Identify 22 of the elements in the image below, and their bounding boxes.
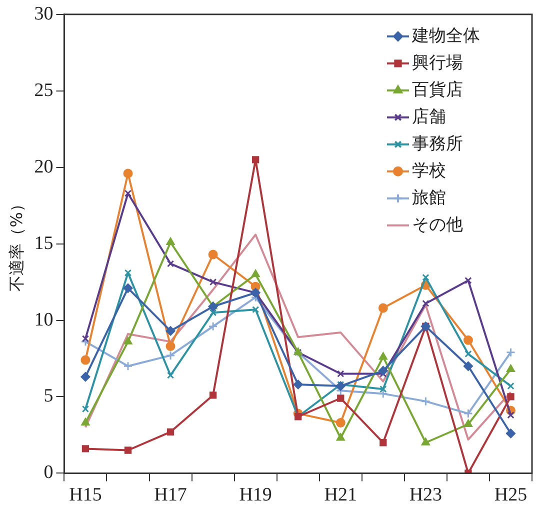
y-axis-title: 不適率（%） (6, 196, 26, 292)
y-tick-label: 0 (44, 462, 54, 484)
x-tick-label: H21 (324, 484, 357, 506)
y-tick-label: 20 (34, 156, 54, 178)
legend-label: 事務所 (412, 134, 463, 154)
x-tick-label: H17 (154, 484, 187, 506)
legend-label: 旅館 (412, 188, 446, 208)
y-tick-label: 30 (34, 3, 54, 24)
y-tick-label: 5 (44, 386, 54, 407)
y-tick-label: 25 (34, 80, 54, 101)
x-tick-label: H25 (494, 484, 528, 506)
legend-label: 店舗 (412, 106, 446, 127)
x-tick-label: H19 (239, 484, 272, 506)
legend-label: 百貨店 (412, 80, 463, 100)
y-tick-label: 15 (34, 232, 54, 254)
legend-label: 建物全体 (411, 26, 480, 46)
legend-label: 興行場 (412, 52, 463, 73)
y-tick-label: 10 (34, 309, 54, 330)
x-tick-label: H15 (69, 484, 102, 506)
legend-label: その他 (412, 214, 463, 235)
x-tick-label: H23 (409, 484, 442, 506)
legend-label: 学校 (412, 160, 446, 181)
